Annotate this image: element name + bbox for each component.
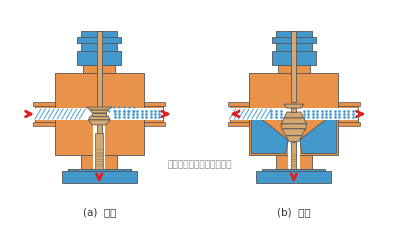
Polygon shape bbox=[282, 129, 306, 136]
Polygon shape bbox=[286, 136, 302, 142]
Polygon shape bbox=[291, 109, 296, 112]
Bar bbox=[144, 109, 164, 120]
Polygon shape bbox=[62, 172, 137, 183]
Polygon shape bbox=[35, 107, 55, 122]
Bar bbox=[95, 162, 103, 163]
Polygon shape bbox=[84, 65, 115, 73]
Bar bbox=[33, 103, 55, 107]
Bar bbox=[288, 114, 300, 170]
Polygon shape bbox=[278, 65, 310, 73]
Bar bbox=[291, 162, 296, 163]
Polygon shape bbox=[300, 117, 336, 154]
Polygon shape bbox=[291, 142, 296, 170]
Polygon shape bbox=[230, 107, 249, 122]
Polygon shape bbox=[272, 52, 316, 65]
Bar bbox=[230, 109, 249, 120]
Bar bbox=[33, 122, 55, 126]
Bar bbox=[291, 159, 296, 160]
Polygon shape bbox=[284, 112, 304, 118]
Polygon shape bbox=[249, 73, 338, 114]
Polygon shape bbox=[78, 38, 121, 44]
Bar bbox=[144, 103, 166, 107]
Bar bbox=[95, 167, 103, 168]
Bar bbox=[338, 103, 360, 107]
Bar bbox=[291, 164, 296, 165]
Polygon shape bbox=[97, 32, 102, 151]
Bar bbox=[95, 152, 103, 153]
Polygon shape bbox=[262, 170, 326, 172]
Bar bbox=[338, 109, 358, 120]
Bar bbox=[35, 109, 55, 120]
Bar bbox=[55, 109, 144, 120]
Bar bbox=[228, 122, 249, 126]
Polygon shape bbox=[90, 111, 108, 114]
Bar bbox=[95, 164, 103, 165]
Polygon shape bbox=[249, 114, 338, 156]
Polygon shape bbox=[78, 52, 121, 65]
Text: (b)  合流: (b) 合流 bbox=[277, 206, 311, 216]
Polygon shape bbox=[88, 117, 110, 120]
Bar bbox=[95, 149, 103, 150]
Polygon shape bbox=[144, 107, 164, 122]
Bar bbox=[95, 157, 103, 158]
Polygon shape bbox=[338, 107, 358, 122]
Polygon shape bbox=[281, 124, 307, 129]
Polygon shape bbox=[256, 172, 331, 183]
Bar bbox=[291, 154, 296, 155]
Polygon shape bbox=[291, 32, 296, 103]
Polygon shape bbox=[284, 105, 304, 109]
Polygon shape bbox=[251, 117, 288, 154]
Bar bbox=[68, 170, 76, 172]
Polygon shape bbox=[82, 32, 117, 38]
Bar bbox=[93, 114, 105, 170]
Bar bbox=[228, 103, 249, 107]
Text: (a)  分流: (a) 分流 bbox=[82, 206, 116, 216]
Polygon shape bbox=[82, 44, 117, 52]
Bar bbox=[95, 159, 103, 160]
Bar bbox=[144, 122, 166, 126]
Bar bbox=[291, 167, 296, 168]
Polygon shape bbox=[272, 38, 316, 44]
Polygon shape bbox=[276, 44, 312, 52]
Polygon shape bbox=[82, 156, 117, 170]
Bar bbox=[249, 109, 338, 120]
Bar bbox=[123, 170, 131, 172]
Bar bbox=[95, 133, 103, 170]
Text: 多仪阀门（上海）有限公司: 多仪阀门（上海）有限公司 bbox=[168, 159, 232, 168]
Bar bbox=[291, 157, 296, 158]
Polygon shape bbox=[276, 156, 312, 170]
Polygon shape bbox=[86, 108, 112, 111]
Bar bbox=[95, 154, 103, 155]
Polygon shape bbox=[276, 32, 312, 38]
Polygon shape bbox=[55, 73, 144, 156]
Polygon shape bbox=[88, 120, 110, 125]
Polygon shape bbox=[68, 170, 131, 172]
Polygon shape bbox=[92, 114, 106, 117]
Bar bbox=[338, 122, 360, 126]
Polygon shape bbox=[281, 118, 307, 124]
